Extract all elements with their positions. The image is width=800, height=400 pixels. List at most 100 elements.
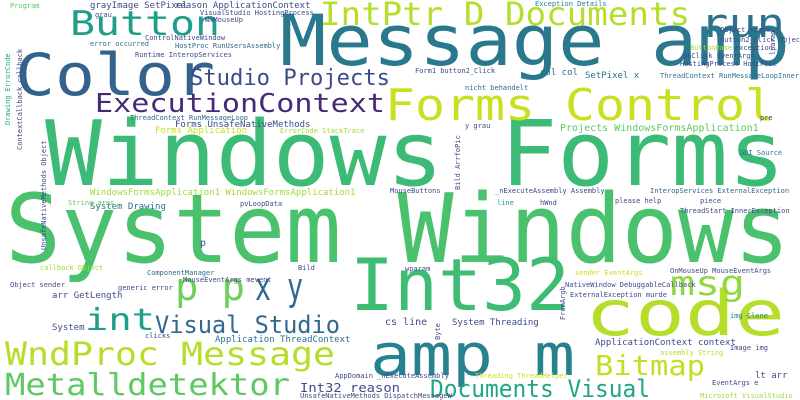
word: assembly String (660, 349, 723, 357)
word: ContextCallback callback (16, 48, 24, 150)
word: col col (540, 68, 578, 78)
word: Program (10, 2, 40, 10)
word: pvLoopData (240, 200, 282, 208)
word: msg (670, 264, 745, 304)
word: cs line (385, 317, 427, 328)
word: ErrorCode StackTrace (280, 127, 364, 135)
word: lt arr (755, 371, 788, 381)
word: Studio Projects (190, 66, 390, 91)
word: FromArgb (559, 286, 567, 320)
word: WndProc Message (5, 335, 335, 373)
word: String args (68, 199, 114, 207)
word: exception (735, 44, 773, 52)
word: ExecutionContext (95, 89, 385, 119)
word: callback Object (40, 264, 103, 272)
word: hWnd (540, 199, 557, 207)
word: Exception Details (535, 0, 607, 8)
word: ControlNativeWindow (145, 34, 226, 42)
word: wparam (405, 265, 430, 273)
word: ThreadContext RunMessageLoopInner (660, 72, 799, 80)
word: VisualStudio HostingProcess (200, 9, 314, 17)
word: Runtime InteropServices (135, 51, 232, 59)
word: NativeWindow DebuggableCallback (565, 281, 696, 289)
word: lparam (769, 30, 777, 55)
word: Int32 (350, 243, 570, 327)
word: GDI Source (740, 149, 782, 157)
word: System Drawing (90, 202, 166, 212)
word: Message amp (280, 0, 790, 82)
word: Int32 reason (300, 381, 400, 395)
word: ButtonBase (690, 44, 732, 52)
word: Documents Visual (430, 375, 650, 400)
word: grayImage SetPixel (90, 1, 188, 11)
word: Microsoft VisualStudio (700, 392, 793, 400)
word: IntPtr D Documents (320, 0, 690, 33)
word: clicks (145, 332, 170, 340)
word: ComponentManager (147, 269, 214, 277)
word: img Clone (730, 312, 768, 320)
word: ThreadStart InnerException (680, 207, 790, 215)
word: System Threading (452, 318, 539, 328)
word: Forms Control (385, 80, 775, 131)
word: line (497, 199, 514, 207)
word: Form1 button2_Click (415, 67, 496, 75)
word: OnClick EventArgs (683, 52, 755, 60)
word: Drawing ErrorCode (4, 53, 12, 125)
word: reason ApplicationContext (175, 1, 310, 11)
word: Bild (298, 264, 315, 272)
word: MouseEventArgs mevent (183, 276, 272, 284)
word: Projects WindowsFormsApplication1 (560, 123, 759, 134)
word: Image img (730, 344, 768, 352)
word: HostingProcess HostProc (680, 60, 777, 68)
word: AppDomain _nExecuteAssembly (335, 372, 449, 380)
word: WindowsFormsApplication1 WindowsFormsApp… (90, 188, 356, 198)
word: UnsafeNativeMethods DispatchMessageW (300, 392, 453, 400)
word: y grau (465, 122, 490, 130)
word: button2_Click Object (720, 36, 800, 44)
word: code (585, 277, 785, 350)
word: p p (175, 265, 245, 309)
word: error occurred (90, 40, 149, 48)
word: Threading ThreadHelper (475, 372, 568, 380)
word: Metalldetektor (5, 368, 290, 400)
word: Object sender (10, 281, 65, 289)
word: x y (255, 265, 303, 309)
word: Visual Studio (155, 311, 340, 339)
word: Color (15, 41, 215, 109)
word: System Windows (5, 175, 790, 285)
word: WmMouseUp (205, 16, 243, 24)
word: UnsafeNativeMethods Object (40, 140, 48, 250)
word: Byte (434, 323, 442, 340)
word: Windows Forms (45, 102, 785, 207)
word: _nExecuteAssembly Assembly (495, 187, 605, 195)
word: Forms Application (155, 126, 247, 136)
word: Object state (720, 26, 771, 34)
word: amp m (370, 321, 575, 389)
word: please help (615, 197, 661, 205)
word: arr GetLength (52, 291, 122, 301)
word: InteropServices ExternalException (650, 187, 789, 195)
word: piece (700, 197, 721, 205)
word: grau (95, 11, 112, 19)
word: pre (760, 114, 773, 122)
word: Forms UnsafeNativeMethods (175, 120, 310, 130)
word: Application ThreadContext (215, 335, 350, 345)
word: generic error (118, 284, 173, 292)
word: Bild ArrfoPic (454, 135, 462, 190)
word: int (85, 303, 155, 338)
word: ExternalException murde (570, 291, 667, 299)
word: Button (70, 4, 220, 44)
word: run (700, 1, 785, 47)
word: sender EventArgs (575, 269, 642, 277)
word: nicht behandelt (465, 84, 528, 92)
word: ApplicationContext context (595, 338, 736, 348)
word: System (52, 323, 85, 333)
word: MouseButtons (390, 187, 441, 195)
word: Bitmap (595, 349, 705, 382)
word: OnMouseUp MouseEventArgs (670, 267, 771, 275)
word: p (200, 238, 206, 249)
word: HostProc RunUsersAssembly (175, 42, 280, 50)
word: EventArgs e (712, 379, 758, 387)
word: ThreadContext RunMessageLoop (130, 114, 248, 122)
